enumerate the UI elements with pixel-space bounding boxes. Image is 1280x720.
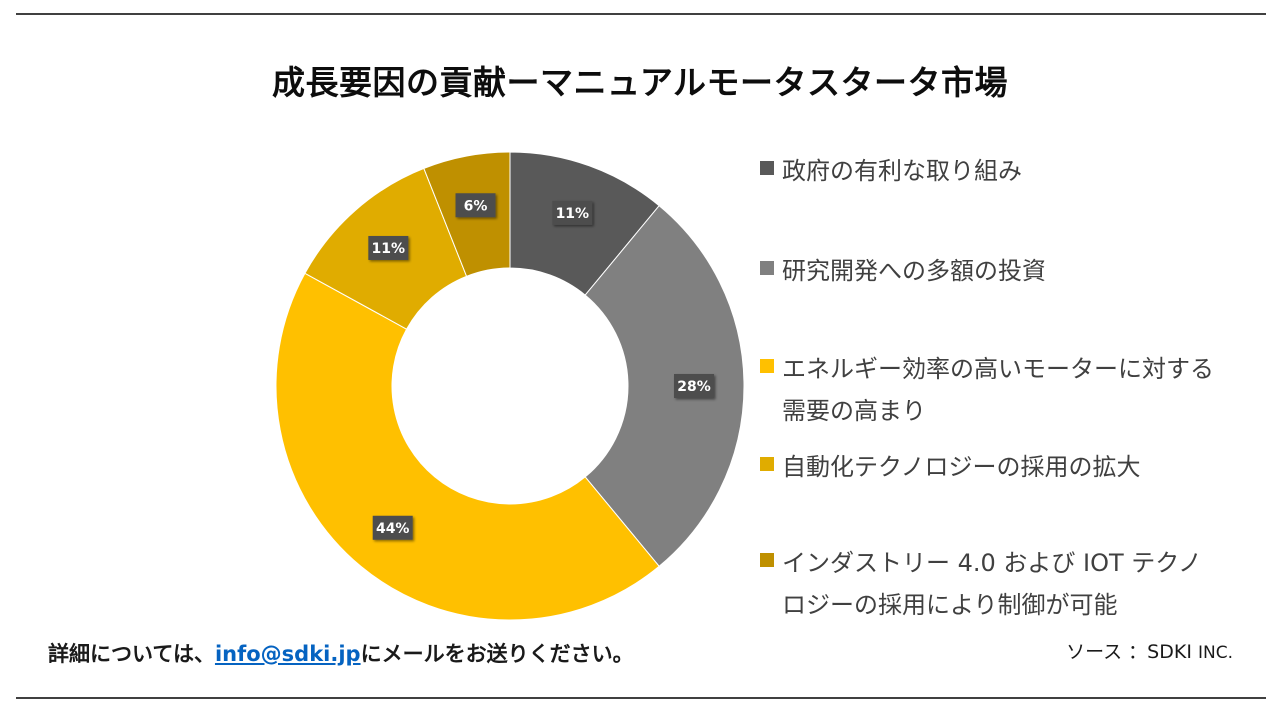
donut-slice-2 [584, 204, 745, 568]
legend-swatch-4 [760, 457, 774, 471]
data-label-box-4 [368, 235, 409, 260]
data-label-2: 28% [674, 374, 714, 398]
data-label-text-2: 28% [677, 379, 711, 395]
contact-note-suffix: にメールをお送りください。 [360, 642, 634, 666]
legend-swatch-3 [760, 359, 774, 373]
legend-label-4: 自動化テクノロジーの採用の拡大 [782, 453, 1141, 481]
data-label-text-5: 6% [464, 198, 488, 214]
legend-item-1: 政府の有利な取り組み [760, 150, 1222, 192]
data-label-box-5 [455, 193, 496, 218]
data-label-box-1 [552, 200, 593, 225]
source-suffix: INC. [1197, 643, 1233, 663]
source-credit: ソース ：SDKI INC. [1066, 637, 1233, 664]
legend-swatch-5 [760, 553, 774, 567]
legend-swatch-2 [760, 261, 774, 275]
top-divider [16, 13, 1266, 15]
legend-label-1: 政府の有利な取り組み [782, 157, 1022, 185]
legend-item-4: 自動化テクノロジーの採用の拡大 [760, 446, 1222, 488]
data-label-5: 6% [455, 193, 496, 218]
contact-note-prefix: 詳細については、 [48, 642, 215, 666]
legend-label-5: インダストリー 4.0 および IOT テクノロジーの採用により制御が可能 [782, 549, 1202, 619]
data-label-box-2 [674, 374, 714, 398]
data-label-text-1: 11% [556, 206, 590, 222]
bottom-divider [16, 697, 1266, 699]
legend-item-3: エネルギー効率の高いモーターに対する需要の高まり [760, 348, 1222, 432]
legend-label-2: 研究開発への多額の投資 [782, 257, 1046, 285]
legend-item-2: 研究開発への多額の投資 [760, 250, 1222, 292]
contact-note: 詳細については、info@sdki.jpにメールをお送りください。 [48, 638, 634, 668]
legend-label-3: エネルギー効率の高いモーターに対する需要の高まり [782, 355, 1214, 425]
data-label-box-3 [372, 515, 413, 540]
data-label-1: 11% [552, 200, 593, 225]
source-label: ソース ：SDKI [1066, 641, 1192, 663]
donut-slice-3 [275, 272, 660, 621]
email-link[interactable]: info@sdki.jp [214, 642, 361, 666]
data-label-4: 11% [368, 235, 409, 260]
data-label-text-4: 11% [372, 241, 406, 257]
chart-title: 成長要因の貢献ーマニュアルモータスタータ市場 [271, 63, 1008, 102]
data-label-3: 44% [372, 515, 413, 540]
data-label-text-3: 44% [376, 521, 410, 537]
legend-swatch-1 [760, 161, 774, 175]
legend-item-5: インダストリー 4.0 および IOT テクノロジーの採用により制御が可能 [760, 542, 1222, 626]
